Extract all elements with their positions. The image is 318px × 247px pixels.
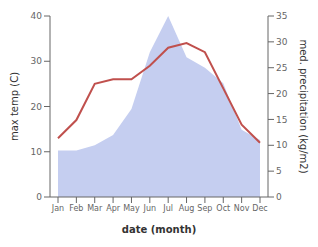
svg-text:Sep: Sep [197, 204, 212, 213]
svg-text:Feb: Feb [69, 204, 83, 213]
svg-text:30: 30 [276, 37, 288, 47]
svg-text:40: 40 [31, 11, 43, 21]
svg-text:Oct: Oct [216, 204, 230, 213]
svg-text:5: 5 [276, 166, 282, 176]
svg-text:med. precipitation (kg/m2): med. precipitation (kg/m2) [298, 39, 309, 173]
svg-text:0: 0 [36, 192, 42, 202]
svg-text:Aug: Aug [179, 204, 195, 213]
svg-text:Mar: Mar [87, 204, 103, 213]
svg-text:date (month): date (month) [122, 224, 196, 235]
svg-text:Dec: Dec [252, 204, 267, 213]
svg-text:10: 10 [276, 140, 288, 150]
svg-text:Jun: Jun [143, 204, 157, 213]
svg-text:Apr: Apr [106, 204, 121, 213]
svg-text:max temp (C): max temp (C) [9, 72, 20, 141]
svg-text:Nov: Nov [234, 204, 250, 213]
svg-text:10: 10 [31, 147, 43, 157]
svg-text:20: 20 [276, 89, 288, 99]
svg-text:15: 15 [276, 115, 287, 125]
svg-text:25: 25 [276, 63, 287, 73]
svg-text:Jan: Jan [51, 204, 64, 213]
svg-text:30: 30 [31, 56, 43, 66]
svg-text:0: 0 [276, 192, 282, 202]
svg-text:20: 20 [31, 102, 43, 112]
svg-text:Jul: Jul [162, 204, 173, 213]
svg-text:May: May [123, 204, 140, 213]
svg-text:35: 35 [276, 11, 287, 21]
